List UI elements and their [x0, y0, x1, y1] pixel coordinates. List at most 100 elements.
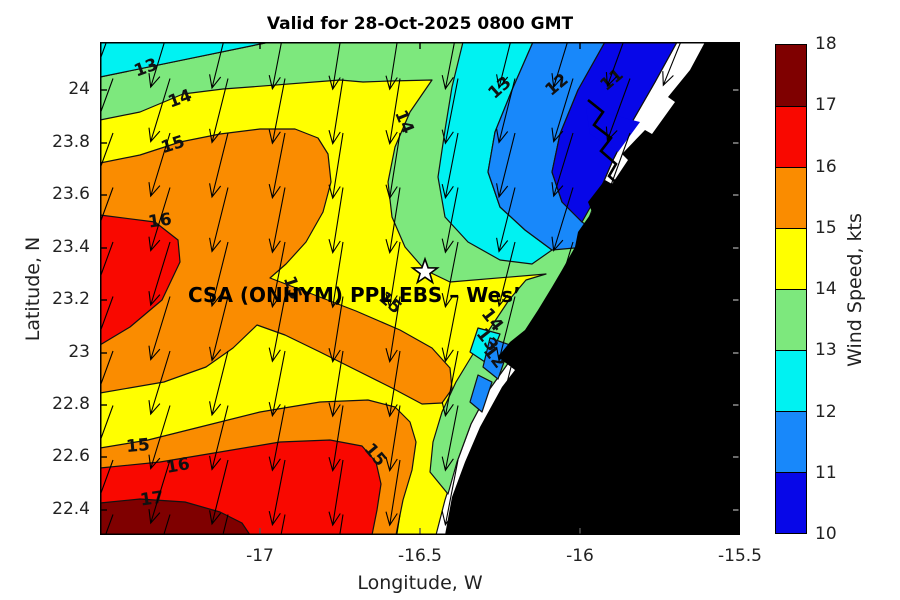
wind-arrow: [268, 132, 286, 200]
wind-arrow: [385, 296, 401, 364]
plot-title: Valid for 28-Oct-2025 0800 GMT: [266, 14, 574, 34]
wind-arrow: [148, 187, 171, 252]
bay-blue-sliver-2: [469, 374, 493, 413]
wind-arrow: [100, 78, 114, 132]
wind-arrow: [328, 78, 344, 146]
y-tick-label-23: 23: [68, 342, 90, 362]
wind-arrow: [148, 459, 171, 525]
wind-arrow: [496, 187, 516, 253]
y-tick-label-23.2: 23.2: [52, 289, 90, 309]
wind-arrow: [148, 42, 166, 89]
colorbar-tick-18: 18: [815, 34, 837, 54]
y-tick-label-22.4: 22.4: [52, 499, 90, 519]
wind-arrow: [441, 187, 459, 254]
contour-label-16: 16: [165, 454, 192, 478]
wind-arrow: [339, 514, 344, 535]
wind-arrow: [385, 350, 401, 418]
wind-arrow: [100, 350, 114, 404]
colorbar-tick-14: 14: [815, 279, 837, 299]
wind-arrow: [148, 78, 171, 143]
peninsula-coastline: [587, 98, 622, 188]
wind-arrow: [605, 78, 631, 142]
x-tick-label--16: -16: [566, 546, 594, 566]
wind-arrow: [222, 514, 229, 535]
wind-arrow: [209, 350, 229, 417]
wind-arrow: [280, 514, 286, 535]
wind-arrow: [385, 42, 398, 91]
x-tick-label--16.5: -16.5: [398, 546, 442, 566]
y-tick-label-23.8: 23.8: [52, 132, 90, 152]
wind-arrow: [441, 78, 459, 145]
colorbar-segment-0: [776, 45, 806, 106]
wind-arrow: [662, 42, 682, 87]
wind-arrow: [268, 187, 286, 254]
plot-border: [100, 42, 740, 535]
y-tick-label-24: 24: [68, 79, 90, 99]
colorbar-segment-3: [776, 228, 806, 289]
wind-arrow: [328, 42, 341, 91]
wind-arrow: [441, 405, 459, 472]
wind-arrow: [268, 405, 286, 472]
colorbar-tick-17: 17: [815, 95, 837, 116]
y-tick-label-22.8: 22.8: [52, 394, 90, 414]
wind-arrow: [148, 132, 171, 198]
wind-arrow: [268, 296, 286, 363]
wind-arrow: [148, 296, 171, 361]
y-tick-label-22.6: 22.6: [52, 446, 90, 466]
colorbar-tick-16: 16: [815, 156, 837, 177]
wind-arrow: [551, 132, 574, 198]
band-17-18-darkred: [100, 498, 251, 535]
wind-arrow: [100, 296, 114, 350]
wind-arrow: [268, 42, 283, 91]
x-axis-label: Longitude, W: [357, 572, 483, 594]
y-tick-label-23.6: 23.6: [52, 184, 90, 204]
wind-arrow: [209, 405, 229, 471]
wind-arrow: [605, 42, 625, 88]
wind-arrow: [385, 459, 401, 527]
wind-arrow: [441, 241, 459, 309]
colorbar-segment-4: [776, 289, 806, 350]
wind-arrow: [209, 241, 229, 308]
wind-arrow: [100, 459, 114, 513]
wind-arrow: [328, 241, 344, 309]
y-tick-label-23.4: 23.4: [52, 237, 90, 257]
wind-arrow: [441, 42, 456, 91]
contour-label-17: 17: [139, 487, 165, 510]
land-mask: [445, 42, 740, 535]
wind-arrow: [441, 132, 459, 200]
colorbar-tick-13: 13: [815, 340, 837, 361]
wind-arrow: [496, 132, 516, 199]
wind-arrow: [551, 187, 574, 252]
wind-arrow: [148, 405, 171, 470]
colorbar-segment-6: [776, 411, 806, 472]
colorbar-tick-10: 10: [815, 524, 837, 544]
colorbar-tick-15: 15: [815, 217, 837, 238]
wind-arrow: [551, 78, 574, 143]
wind-arrow: [385, 78, 401, 146]
wind-arrow: [385, 241, 401, 309]
wind-arrow: [268, 78, 286, 145]
colorbar-tick-11: 11: [815, 462, 837, 483]
site-label: CSA (ONHYM) PPL EBS – Wes’: [188, 283, 521, 307]
x-tick-label--15.5: -15.5: [718, 546, 762, 566]
wind-arrow: [328, 296, 344, 364]
wind-arrow: [209, 296, 229, 362]
wind-arrow: [328, 459, 344, 527]
wind-arrow: [496, 241, 516, 308]
wind-arrow: [385, 405, 401, 473]
band-15-16-orange-left: [100, 128, 453, 405]
wind-arrow: [328, 132, 344, 200]
wind-arrow: [551, 42, 569, 89]
wind-arrow: [496, 42, 512, 90]
wind-arrow: [385, 132, 401, 200]
wind-arrow: [328, 350, 344, 418]
wind-arrow: [163, 514, 171, 535]
colorbar-tick-12: 12: [815, 401, 837, 422]
colorbar-segment-7: [776, 472, 806, 533]
wind-arrow: [385, 187, 401, 255]
wind-arrow: [100, 405, 114, 459]
wind-arrow: [268, 459, 286, 527]
colorbar-segment-5: [776, 350, 806, 411]
